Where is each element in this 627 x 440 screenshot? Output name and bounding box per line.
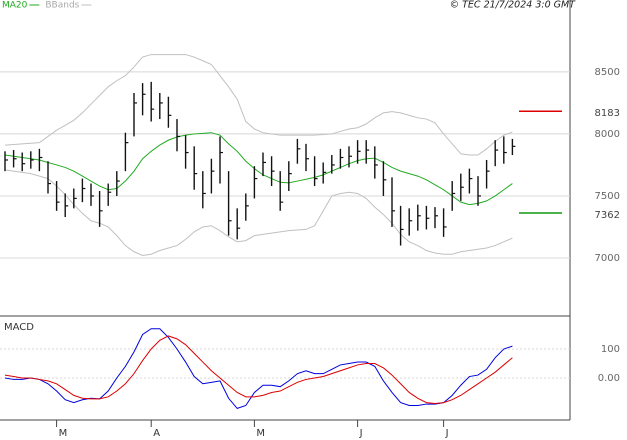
legend-label: MA20 [2, 1, 28, 11]
signal-line [4, 335, 513, 404]
price-marker-label: 8183 [595, 108, 620, 119]
y-tick-label: 7000 [595, 253, 620, 264]
x-tick-label: J [359, 428, 363, 439]
credit: © TEC 21/7/2024 3:0 GMT [450, 0, 577, 11]
macd-title: MACD [4, 322, 34, 333]
x-tick-label: J [445, 428, 449, 439]
x-tick-label: A [153, 428, 160, 439]
bband-upper [4, 54, 513, 156]
y-tick-label: 8500 [595, 67, 620, 78]
y-tick-label: 0.00 [598, 373, 620, 384]
y-tick-label: 100 [601, 344, 620, 355]
x-tick-label: M [59, 428, 68, 439]
legend-label: BBands [45, 1, 79, 11]
y-tick-label: 7500 [595, 191, 620, 202]
y-tick-label: 8000 [595, 129, 620, 140]
price-marker-label: 7362 [595, 210, 620, 221]
ma20-line [4, 132, 513, 206]
bband-lower [4, 169, 513, 256]
x-tick-label: M [256, 428, 265, 439]
